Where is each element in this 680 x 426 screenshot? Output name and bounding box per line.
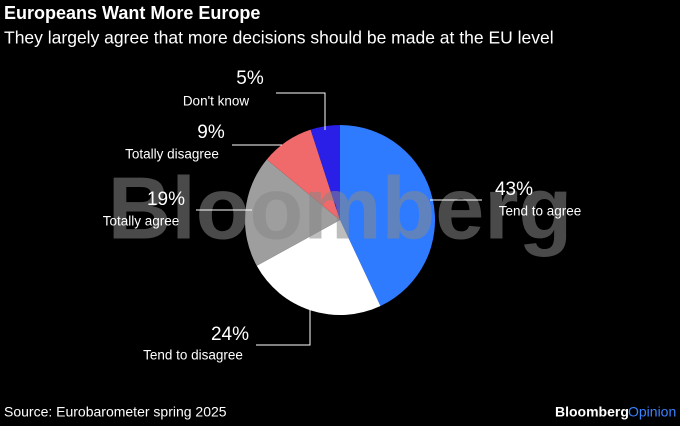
- pie-slice: [245, 159, 340, 266]
- value-label: 5%: [236, 68, 264, 89]
- pie-slice: [266, 129, 340, 220]
- chart-subtitle: They largely agree that more decisions s…: [4, 28, 554, 48]
- value-label: 9%: [197, 122, 225, 143]
- value-label: 43%: [495, 179, 533, 200]
- pie: [245, 125, 436, 315]
- pie-slice: [340, 125, 436, 306]
- brand-suffix: Opinion: [628, 404, 676, 420]
- leader-line: [276, 92, 326, 130]
- value-label: 19%: [147, 189, 185, 210]
- category-label: Tend to agree: [499, 204, 582, 219]
- category-label: Tend to disagree: [143, 348, 243, 363]
- chart-title: Europeans Want More Europe: [4, 3, 260, 23]
- brand: Bloomberg: [555, 404, 629, 420]
- source: Source: Eurobarometer spring 2025: [4, 404, 227, 420]
- category-label: Totally disagree: [125, 147, 219, 162]
- pie-slice: [256, 220, 381, 315]
- watermark: Bloomberg: [108, 158, 572, 257]
- category-label: Don't know: [183, 94, 250, 109]
- category-label: Totally agree: [103, 214, 180, 229]
- pie-slice: [310, 125, 340, 220]
- value-label: 24%: [211, 324, 249, 345]
- leader-line: [256, 310, 311, 346]
